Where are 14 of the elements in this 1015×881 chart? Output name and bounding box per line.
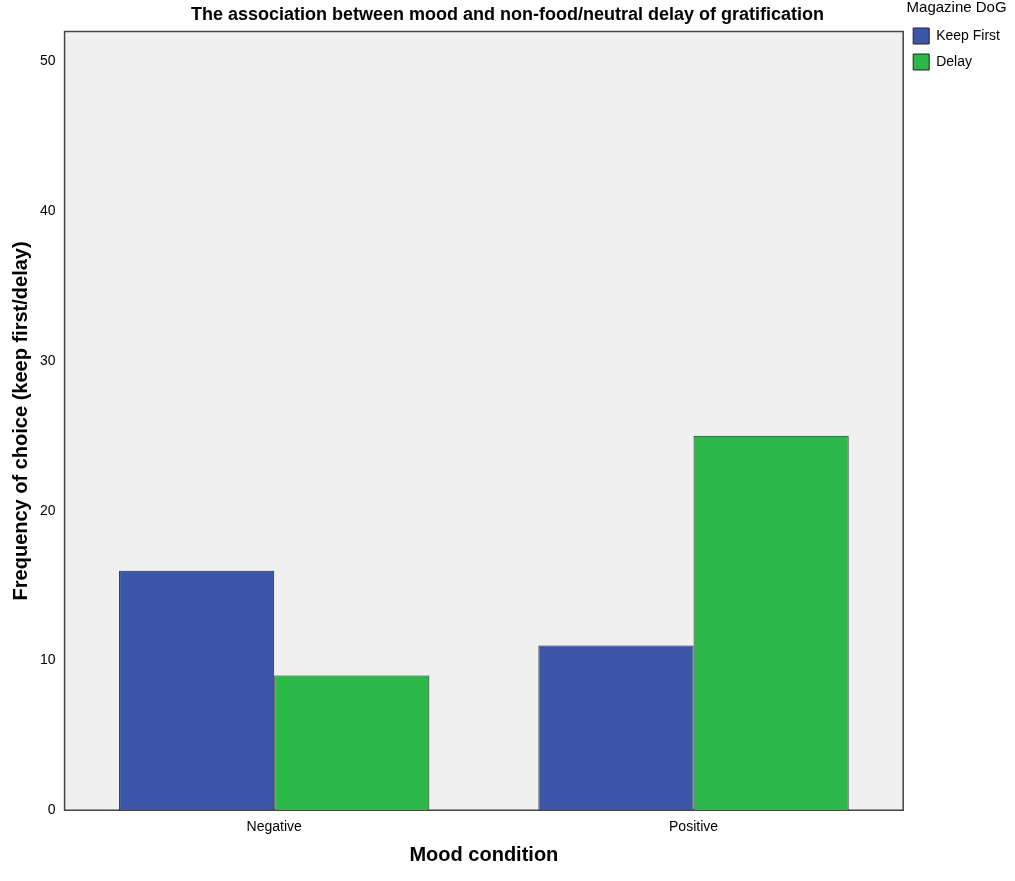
y-tick-label: 40 [39,202,56,219]
y-tick-label: 30 [39,351,56,368]
x-tick-label: Positive [669,818,719,835]
y-tick-label: 0 [47,801,56,818]
legend-label: Keep First [936,26,1001,43]
x-tick-label: Negative [246,818,303,835]
y-tick-label: 10 [39,651,56,668]
y-tick-label: 20 [39,501,56,518]
y-tick-label: 50 [39,52,56,69]
x-axis-title: Mood condition [409,842,559,865]
legend-label: Delay [936,52,972,69]
chart-title: The association between mood and non-food/neutral delay of gratification [190,3,825,24]
y-axis-title: Frequency of choice (keep first/delay) [8,241,31,601]
legend-title: Magazine DoG [906,0,1007,15]
